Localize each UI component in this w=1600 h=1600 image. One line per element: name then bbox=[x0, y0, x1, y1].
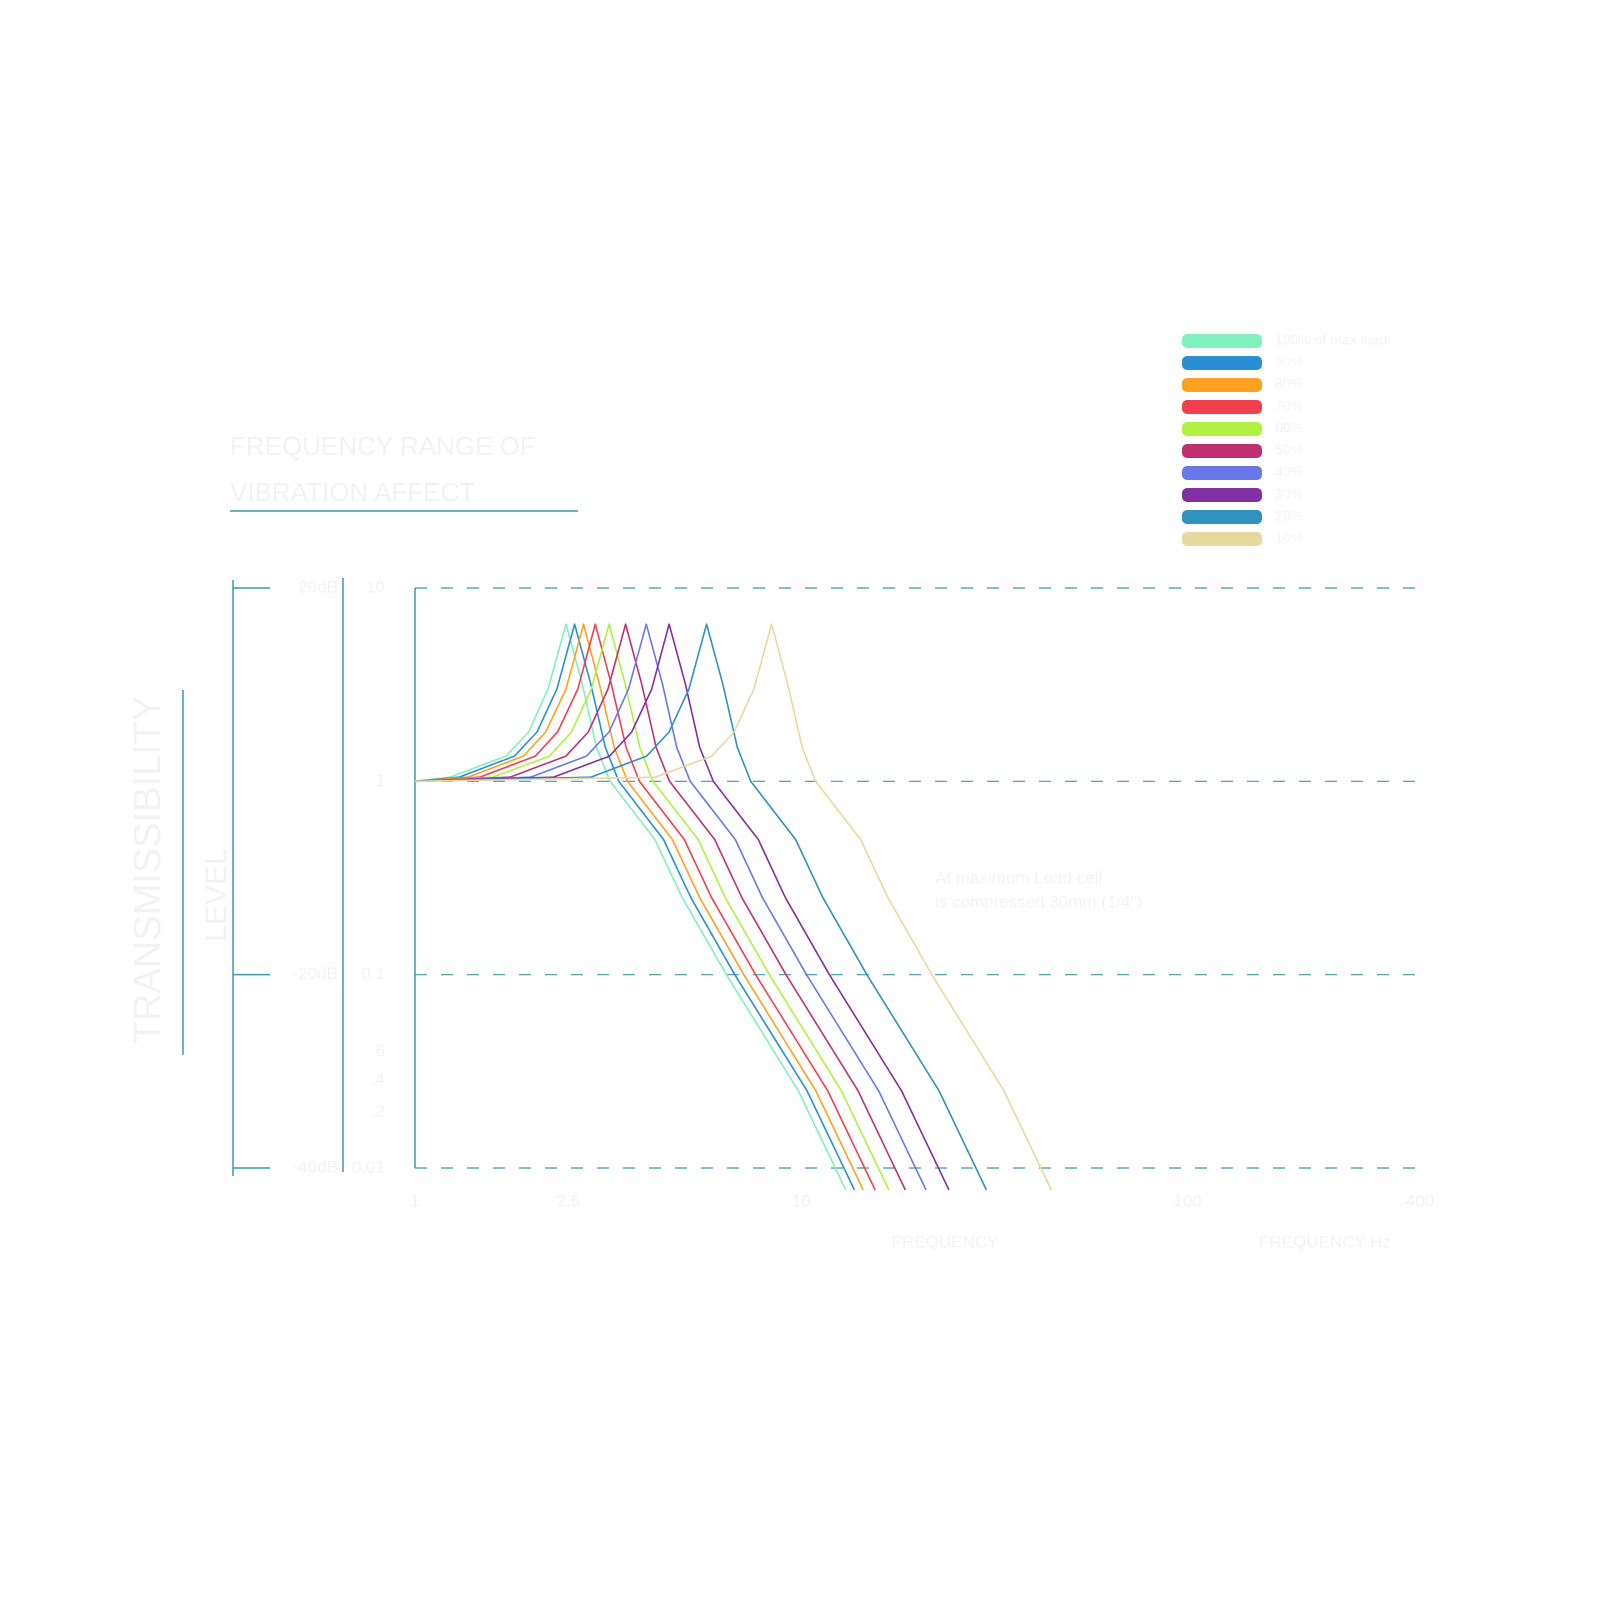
x-axis-label: FREQUENCY bbox=[892, 1232, 999, 1251]
y-tick-label: 0.01 bbox=[352, 1157, 385, 1176]
legend-swatch bbox=[1182, 356, 1262, 370]
legend-swatch bbox=[1182, 334, 1262, 348]
minor-label: .2 bbox=[371, 1101, 385, 1120]
annotation: is compressed 30mm (1/4") bbox=[935, 892, 1142, 911]
series-line bbox=[414, 623, 1053, 1191]
legend-swatch bbox=[1182, 400, 1262, 414]
legend-label: 10% bbox=[1275, 530, 1303, 546]
series-line bbox=[414, 623, 847, 1191]
legend-label: 50% bbox=[1275, 442, 1303, 458]
legend-label: 20% bbox=[1275, 508, 1303, 524]
minor-label: .4 bbox=[371, 1069, 385, 1088]
chart-subtitle: VIBRATION AFFECT bbox=[230, 477, 475, 507]
legend-label: 70% bbox=[1275, 398, 1303, 414]
legend-swatch bbox=[1182, 444, 1262, 458]
legend-swatch bbox=[1182, 532, 1262, 546]
series-line bbox=[414, 623, 890, 1191]
x-tick-label: 400 bbox=[1406, 1191, 1434, 1210]
legend-label: 60% bbox=[1275, 420, 1303, 436]
legend-swatch bbox=[1182, 466, 1262, 480]
y-tick-label: 10 bbox=[366, 577, 385, 596]
legend-swatch bbox=[1182, 378, 1262, 392]
series-line bbox=[414, 623, 856, 1191]
legend-label: 100% of max load bbox=[1275, 332, 1387, 348]
minor-label: .6 bbox=[371, 1041, 385, 1060]
series-line bbox=[414, 623, 864, 1191]
legend-label: 90% bbox=[1275, 354, 1303, 370]
y-tick-label: 0.1 bbox=[361, 964, 385, 983]
legend-label: 80% bbox=[1275, 376, 1303, 392]
x-tick-label: 2.5 bbox=[557, 1191, 581, 1210]
x-tick-label: 1 bbox=[410, 1191, 419, 1210]
legend-swatch bbox=[1182, 422, 1262, 436]
legend-swatch bbox=[1182, 510, 1262, 524]
legend-label: 30% bbox=[1275, 486, 1303, 502]
x-tick-label: 100 bbox=[1173, 1191, 1201, 1210]
legend-label: 40% bbox=[1275, 464, 1303, 480]
x-axis-label-2: FREQUENCY Hz bbox=[1259, 1232, 1391, 1251]
series-line bbox=[414, 623, 988, 1191]
series-line bbox=[414, 623, 927, 1191]
series-line bbox=[414, 623, 907, 1191]
chart-title: FREQUENCY RANGE OF bbox=[230, 431, 536, 461]
series-line bbox=[414, 623, 876, 1191]
y-axis-label: TRANSMISSIBILITY bbox=[127, 696, 169, 1044]
x-tick-label: 10 bbox=[792, 1191, 811, 1210]
annotation: At maximum Load cell bbox=[935, 868, 1102, 887]
y-tick-label: 1 bbox=[376, 771, 385, 790]
db-tick-label: -40dB bbox=[293, 1157, 338, 1176]
legend-swatch bbox=[1182, 488, 1262, 502]
db-tick-label: 20dB bbox=[298, 577, 338, 596]
db-tick-label: -20dB bbox=[293, 964, 338, 983]
y-axis-label-2: LEVEL bbox=[200, 848, 233, 941]
series-line bbox=[414, 623, 950, 1191]
